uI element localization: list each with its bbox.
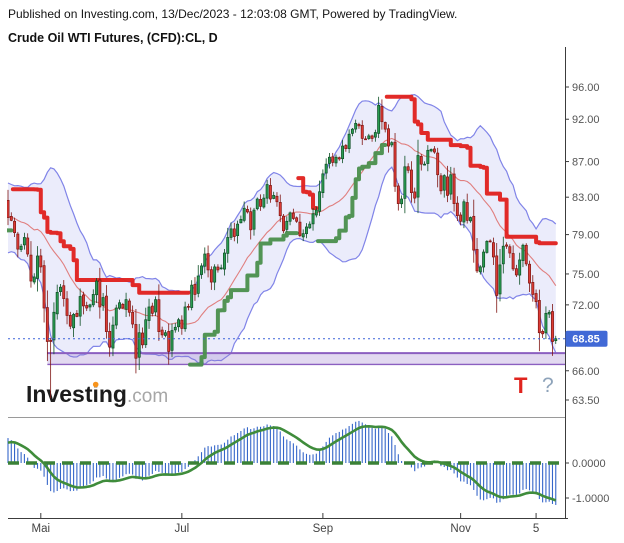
price-panel — [7, 93, 566, 399]
svg-text:Sep: Sep — [313, 523, 333, 535]
svg-text:87.00: 87.00 — [572, 157, 600, 169]
instrument-title: Crude Oil WTI Futures, (CFD):CL, D — [8, 31, 218, 45]
svg-text:5: 5 — [533, 523, 539, 535]
svg-text:83.00: 83.00 — [572, 192, 600, 204]
svg-text:-1.0000: -1.0000 — [572, 493, 609, 505]
trailing-stop-line — [7, 94, 558, 367]
watermark-orange-dot-icon — [92, 381, 99, 388]
investing-watermark: Investing.com — [26, 381, 168, 407]
current-price-tag: 68.85 — [565, 330, 608, 347]
svg-text:0.0000: 0.0000 — [572, 458, 606, 470]
watermark-suffix: .com — [127, 386, 168, 407]
logo-fragment-question: ? — [542, 374, 554, 397]
svg-text:Investing.com: Investing.com — [26, 381, 168, 407]
svg-text:79.00: 79.00 — [572, 230, 600, 242]
oscillator-axis-labels: 0.0000 -1.0000 — [565, 458, 609, 505]
svg-text:Jul: Jul — [174, 523, 189, 535]
svg-text:66.00: 66.00 — [572, 366, 600, 378]
svg-text:75.00: 75.00 — [572, 269, 600, 281]
svg-text:92.00: 92.00 — [572, 114, 600, 126]
support-zone — [47, 352, 566, 366]
current-price-value: 68.85 — [572, 334, 600, 346]
oscillator-panel — [7, 420, 562, 505]
candlesticks — [7, 96, 558, 399]
time-axis-labels: Mai Jul Sep Nov 5 — [32, 513, 539, 535]
svg-text:Mai: Mai — [32, 523, 51, 535]
watermark-brand: Investing — [26, 381, 127, 407]
svg-text:Nov: Nov — [450, 523, 471, 535]
svg-text:72.00: 72.00 — [572, 300, 600, 312]
price-axis-labels: 96.00 92.00 87.00 83.00 79.00 75.00 72.00 66.00… — [565, 82, 600, 407]
svg-text:63.50: 63.50 — [572, 395, 600, 407]
logo-fragment-t: T — [514, 373, 528, 398]
published-line: Published on Investing.com, 13/Dec/2023 … — [8, 7, 457, 21]
svg-text:96.00: 96.00 — [572, 82, 600, 94]
